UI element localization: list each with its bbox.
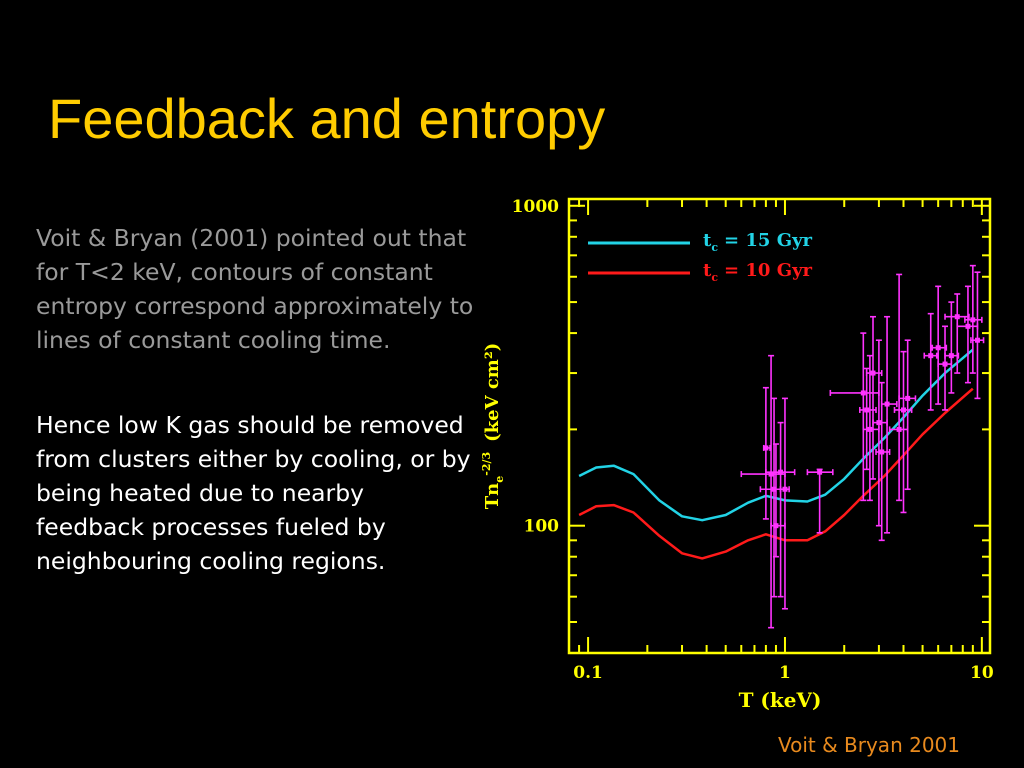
data-point bbox=[888, 273, 909, 502]
data-point bbox=[937, 325, 953, 411]
point-marker bbox=[954, 314, 960, 320]
point-marker bbox=[974, 337, 980, 343]
tick-labels: 0.1 1 10 100 1000 bbox=[512, 197, 994, 683]
point-marker bbox=[782, 486, 788, 492]
data-point bbox=[970, 271, 985, 400]
slide-title: Feedback and entropy bbox=[48, 87, 606, 150]
y-axis-label-sup: -2/3 bbox=[480, 452, 493, 476]
data-points bbox=[740, 264, 985, 629]
entropy-chart: 0.1 1 10 100 1000 tc = 15 Gyr tc = 10 Gyr T (k… bbox=[480, 197, 994, 712]
point-marker bbox=[817, 469, 823, 475]
data-point bbox=[964, 264, 983, 374]
legend-label-15gyr: tc = 15 Gyr bbox=[703, 230, 813, 254]
y-axis-label: Tne-2/3 (keV cm²) bbox=[480, 343, 506, 509]
y-axis-label-units: (keV cm²) bbox=[482, 343, 503, 442]
point-marker bbox=[965, 323, 971, 329]
data-point bbox=[765, 421, 796, 598]
y-tick-label: 1000 bbox=[512, 197, 559, 217]
axis-ticks bbox=[568, 199, 990, 654]
y-axis-label-sub: e bbox=[493, 476, 506, 483]
data-point bbox=[872, 339, 888, 527]
data-point bbox=[923, 312, 938, 411]
point-marker bbox=[771, 486, 777, 492]
point-marker bbox=[942, 361, 948, 367]
point-marker bbox=[884, 401, 890, 407]
data-point bbox=[893, 350, 913, 514]
point-marker bbox=[860, 390, 866, 396]
intro-paragraph: Voit & Bryan (2001) pointed out that for… bbox=[36, 224, 474, 354]
point-marker bbox=[896, 426, 902, 432]
point-marker bbox=[948, 353, 954, 359]
conclusion-paragraph: Hence low K gas should be removed from c… bbox=[36, 411, 471, 575]
plot-frame bbox=[567, 197, 992, 655]
legend: tc = 15 Gyr tc = 10 Gyr bbox=[588, 230, 813, 284]
data-point bbox=[931, 285, 948, 405]
data-point bbox=[770, 443, 786, 558]
data-point bbox=[898, 339, 917, 491]
data-point bbox=[956, 285, 979, 384]
point-marker bbox=[935, 345, 941, 351]
x-tick-label: 1 bbox=[779, 663, 791, 683]
point-marker bbox=[864, 407, 870, 413]
y-tick-label: 100 bbox=[524, 517, 560, 537]
point-marker bbox=[970, 317, 976, 323]
point-marker bbox=[905, 395, 911, 401]
point-marker bbox=[773, 523, 779, 529]
point-marker bbox=[870, 370, 876, 376]
point-marker bbox=[763, 445, 769, 451]
citation-credit: Voit & Bryan 2001 bbox=[777, 733, 960, 757]
point-marker bbox=[876, 420, 882, 426]
data-point bbox=[859, 367, 877, 471]
y-axis-label-main: Tn bbox=[482, 483, 503, 509]
data-point bbox=[762, 386, 771, 520]
x-tick-label: 0.1 bbox=[573, 663, 603, 683]
point-marker bbox=[768, 471, 774, 477]
legend-label-10gyr: tc = 10 Gyr bbox=[703, 260, 813, 284]
data-point bbox=[944, 293, 970, 374]
data-point bbox=[829, 332, 880, 502]
data-point bbox=[779, 397, 790, 610]
point-marker bbox=[879, 449, 885, 455]
data-point bbox=[880, 315, 898, 534]
data-point bbox=[740, 354, 786, 629]
point-marker bbox=[778, 469, 784, 475]
svg-text:Tne-2/3(keV cm²): Tne-2/3 (keV cm²) bbox=[480, 343, 506, 509]
data-point bbox=[806, 468, 834, 534]
point-marker bbox=[867, 426, 873, 432]
x-tick-label: 10 bbox=[970, 663, 994, 683]
x-axis-label: T (keV) bbox=[739, 688, 822, 712]
point-marker bbox=[901, 407, 907, 413]
point-marker bbox=[928, 353, 934, 359]
